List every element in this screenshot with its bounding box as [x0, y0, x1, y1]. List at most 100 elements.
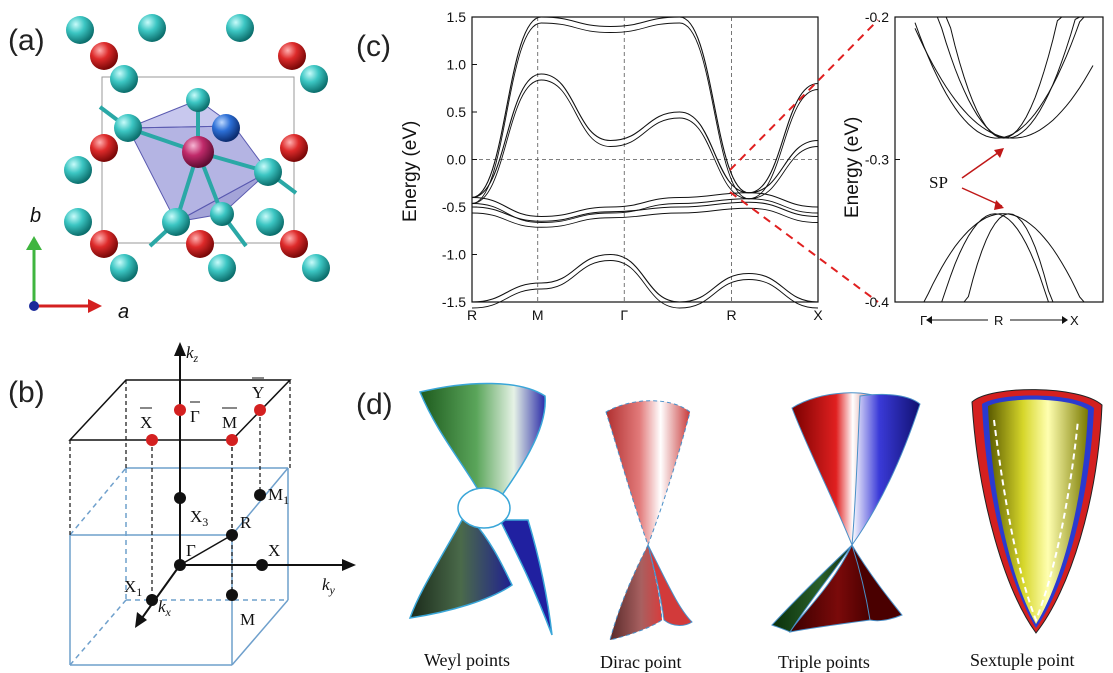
- ky-label: ky: [322, 575, 336, 597]
- x-tick-label: Γ: [620, 307, 628, 323]
- band-line: [471, 260, 819, 309]
- gamma-label: Γ: [186, 541, 196, 560]
- inset-band-line: [915, 16, 1093, 139]
- inset-band-line: [915, 213, 1093, 303]
- inset-band-line: [914, 28, 1094, 139]
- b-axis-label: b: [30, 205, 41, 227]
- panel-d-label: (d): [356, 388, 393, 421]
- caption-weyl-points: Weyl points: [424, 650, 510, 670]
- inset-band-line: [915, 213, 1093, 303]
- inset-plot: -0.2 -0.3 -0.4: [865, 9, 1104, 310]
- a-axis-label: a: [118, 301, 129, 323]
- x-tick-label: R: [726, 307, 736, 323]
- octahedron-face-bottom: [175, 171, 269, 223]
- inset-x-arrowhead-left: [926, 316, 932, 324]
- inset-y-tick-label: -0.2: [865, 9, 889, 25]
- gamma-r-line: [179, 534, 233, 566]
- kz-arrowhead: [174, 342, 186, 356]
- atoms-cyan: [64, 14, 330, 282]
- r-label: R: [240, 513, 252, 532]
- y-tick-label: -0.5: [442, 199, 466, 215]
- inset-x-arrowhead-right: [1062, 316, 1068, 324]
- bz-points-black: [146, 489, 268, 606]
- atom-blue: [212, 114, 240, 142]
- plot-guides: [472, 17, 818, 302]
- inset-y-tick-label: -0.3: [865, 152, 889, 168]
- band-line: [471, 198, 819, 223]
- inset-band-line: [915, 16, 1093, 139]
- panel-d: (d) Weyl points Di: [356, 382, 1103, 672]
- y-tick-label: 0.0: [447, 152, 467, 168]
- band-plot: 1.5 1.0 0.5 0.0 -0.5 -1.0 -1.5 R M Γ R X: [442, 9, 823, 323]
- x-tick-label: R: [467, 307, 477, 323]
- panel-a: (a): [8, 14, 330, 323]
- band-line: [471, 201, 819, 222]
- a-axis-arrowhead: [88, 299, 102, 313]
- b-axis-arrowhead: [26, 236, 42, 250]
- caption-sextuple-point: Sextuple point: [970, 650, 1075, 670]
- band-line: [471, 16, 819, 199]
- x1-label: X1: [124, 577, 142, 599]
- sp-arrowhead-lower: [994, 200, 1004, 210]
- band-lines: [471, 16, 819, 309]
- inset-frame: [894, 16, 1104, 303]
- sp-arrowhead-upper: [994, 148, 1004, 158]
- m-bar-label: M: [222, 413, 237, 432]
- y-axis-title: Energy (eV): [400, 121, 421, 222]
- inset-x-x: X: [1070, 313, 1079, 328]
- band-line: [471, 22, 819, 204]
- kz-label: kz: [186, 343, 199, 365]
- atom-center: [182, 136, 214, 168]
- m-label: M: [240, 610, 255, 629]
- bz-points-red: [146, 404, 266, 446]
- inset-band-lines: [914, 16, 1094, 303]
- bulk-bz: [69, 467, 289, 666]
- panel-c: (c) Energy (eV) 1.5 1.0 0.5 0.0 -0.5 -1.0 -1.5…: [356, 9, 1104, 328]
- kx-axis: [141, 564, 181, 619]
- triple-points-surface: [771, 392, 921, 633]
- gamma-bar-label: Γ: [190, 407, 200, 426]
- caption-triple-points: Triple points: [778, 652, 870, 672]
- ky-arrowhead: [342, 559, 356, 571]
- band-line: [471, 253, 819, 303]
- y-tick-label: -1.5: [442, 294, 466, 310]
- dirac-point-surface: [605, 400, 693, 641]
- inset-y-axis-title: Energy (eV): [842, 117, 863, 218]
- x-bar-label: X: [140, 413, 152, 432]
- inset-y-tick-label: -0.4: [865, 294, 889, 310]
- panel-a-label: (a): [8, 24, 45, 57]
- inset-band-line: [914, 16, 1093, 139]
- y-tick-label: -1.0: [442, 247, 466, 263]
- x3-label: X3: [190, 507, 208, 529]
- x-tick-label: X: [813, 307, 823, 323]
- y-tick-label: 0.5: [447, 104, 467, 120]
- sp-annotation: SP: [929, 173, 948, 192]
- weyl-points-surface: [408, 382, 553, 636]
- sp-arrow-lower: [961, 187, 1003, 207]
- zoom-line-bottom: [729, 191, 879, 303]
- inset-y-ticks: -0.2 -0.3 -0.4: [865, 9, 900, 310]
- sextuple-point-surface: [971, 389, 1103, 634]
- band-line: [471, 79, 819, 204]
- axis-origin: [29, 301, 39, 311]
- y-ticks: 1.5 1.0 0.5 0.0 -0.5 -1.0 -1.5: [442, 9, 477, 310]
- kx-label: kx: [158, 597, 172, 619]
- projection-lines: [69, 380, 291, 600]
- panel-b-label: (b): [8, 376, 45, 409]
- caption-dirac-point: Dirac point: [600, 652, 681, 672]
- x-tick-label: M: [532, 307, 544, 323]
- band-line: [471, 192, 819, 218]
- zoom-line-top: [729, 19, 879, 171]
- sp-arrow-upper: [961, 149, 1003, 179]
- band-line: [471, 207, 819, 228]
- y-tick-label: 1.5: [447, 9, 467, 25]
- inset-band-line: [915, 213, 1093, 303]
- x-label: X: [268, 541, 280, 560]
- m1-label: M1: [268, 485, 289, 507]
- inset-x-gamma: Γ: [920, 313, 927, 328]
- atoms-red: [90, 42, 308, 258]
- kx-arrowhead: [135, 612, 147, 628]
- inset-x-r: R: [994, 313, 1003, 328]
